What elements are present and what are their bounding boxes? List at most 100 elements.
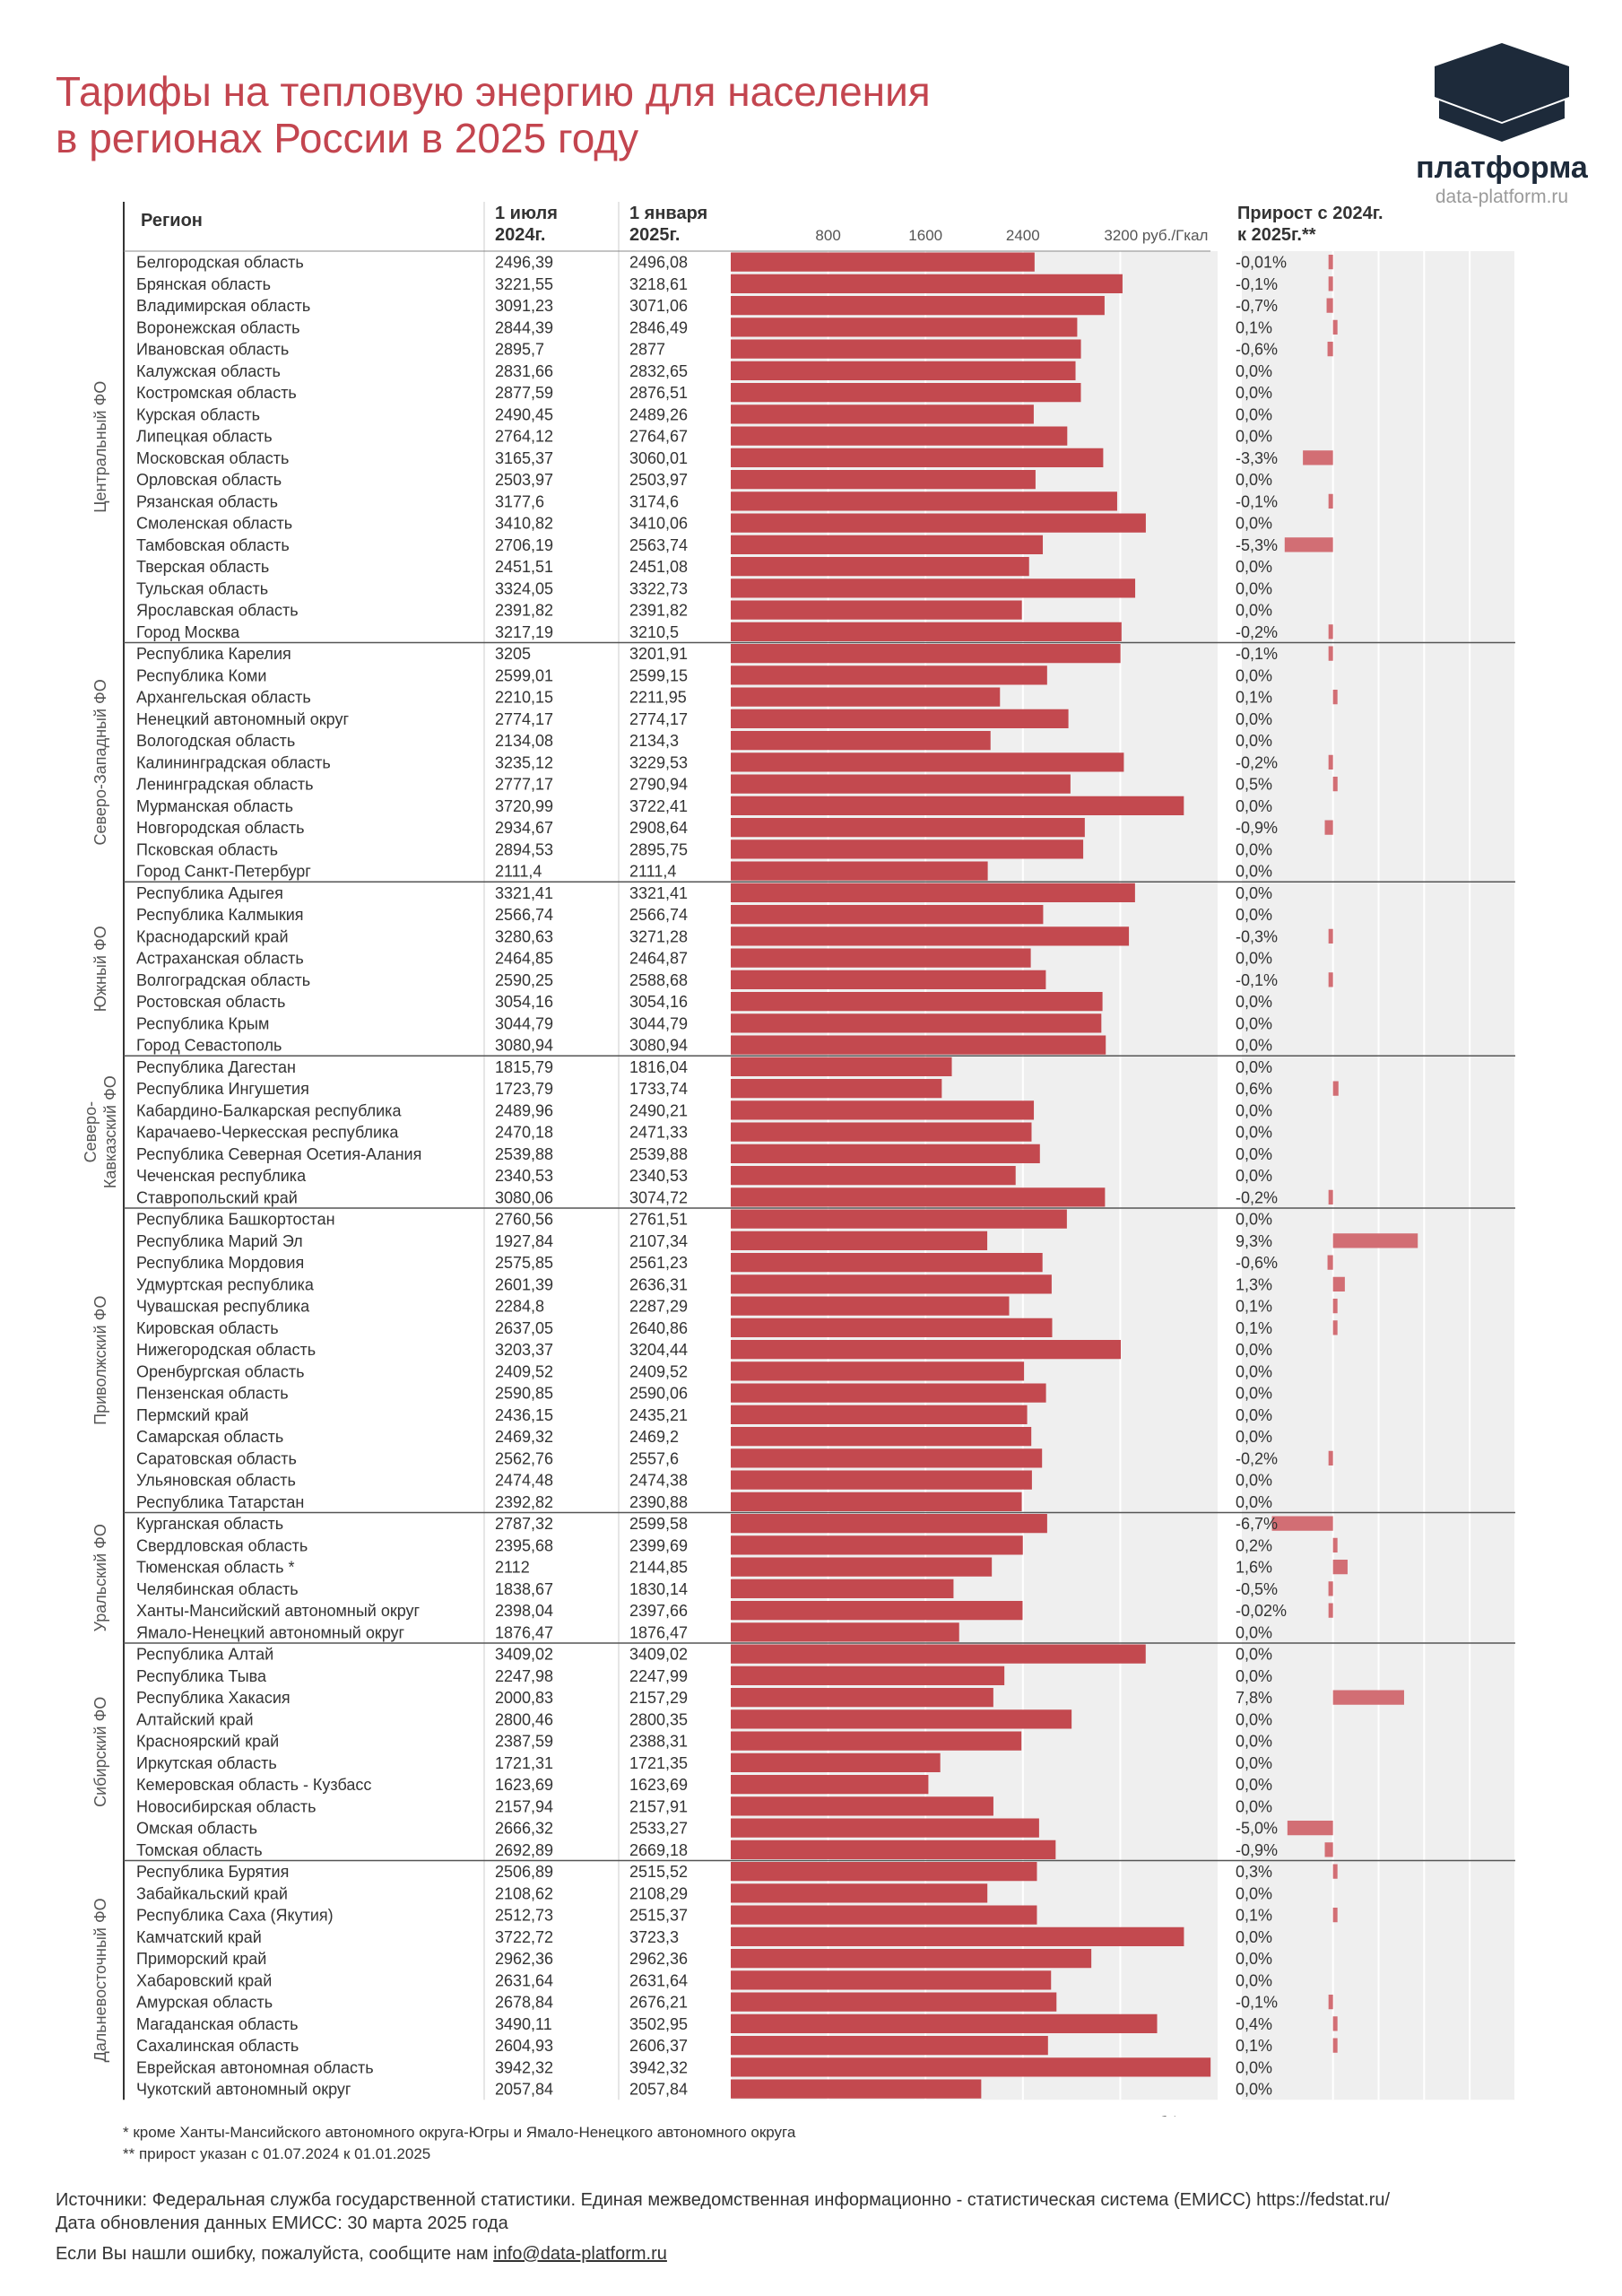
growth-label: 0,0%	[1236, 1362, 1272, 1380]
value-jul-2024: 2895,7	[495, 341, 544, 359]
bottom-axis-tick-label: 800	[815, 2113, 840, 2117]
growth-label: 0,0%	[1236, 1884, 1272, 1902]
region-label: Карачаево-Черкесская республика	[136, 1124, 399, 1142]
value-jan-2025: 1721,35	[629, 1754, 688, 1772]
tariff-bar	[731, 361, 1076, 380]
region-label: Пермский край	[136, 1406, 248, 1424]
value-jul-2024: 2934,67	[495, 819, 553, 837]
growth-label: -3,3%	[1236, 449, 1278, 467]
value-jul-2024: 2057,84	[495, 2081, 553, 2099]
tariff-bar	[731, 665, 1047, 685]
growth-label: -0,2%	[1236, 623, 1278, 641]
tariff-bar	[731, 926, 1130, 946]
growth-axis-tick-label: 15%	[1454, 2113, 1485, 2117]
region-label: Республика Дагестан	[136, 1058, 296, 1076]
growth-label: -0,1%	[1236, 275, 1278, 293]
group-label: Уральский ФО	[91, 1524, 109, 1631]
value-jul-2024: 2844,39	[495, 318, 553, 336]
tariff-bar	[731, 513, 1146, 533]
growth-label: 0,0%	[1236, 1145, 1272, 1163]
region-label: Чеченская республика	[136, 1167, 307, 1185]
value-jul-2024: 2777,17	[495, 776, 553, 794]
value-jan-2025: 2908,64	[629, 819, 688, 837]
growth-label: 0,3%	[1236, 1863, 1272, 1881]
tariff-bar	[731, 839, 1084, 859]
region-label: Тульская область	[136, 579, 268, 597]
tariff-bar	[731, 883, 1135, 902]
value-jan-2025: 2144,85	[629, 1559, 688, 1577]
growth-label: 0,0%	[1236, 558, 1272, 576]
email-link[interactable]: info@data-platform.ru	[493, 2244, 667, 2264]
growth-label: -6,7%	[1236, 1515, 1278, 1533]
region-label: Республика Алтай	[136, 1646, 273, 1664]
growth-label: 0,0%	[1236, 384, 1272, 402]
value-jan-2025: 2409,52	[629, 1362, 688, 1380]
value-jul-2024: 2398,04	[495, 1602, 553, 1620]
region-label: Республика Ингушетия	[136, 1080, 309, 1098]
value-jul-2024: 2787,32	[495, 1515, 553, 1533]
growth-bar	[1271, 1516, 1333, 1531]
value-jan-2025: 2832,65	[629, 362, 688, 380]
tariff-bar	[731, 1992, 1057, 2012]
value-jan-2025: 2606,37	[629, 2037, 688, 2055]
value-jan-2025: 2895,75	[629, 840, 688, 858]
growth-label: 0,0%	[1236, 1167, 1272, 1185]
value-jan-2025: 3201,91	[629, 645, 688, 663]
region-label: Тюменская область *	[136, 1559, 295, 1577]
value-jan-2025: 2157,91	[629, 1797, 688, 1815]
group-label: Сибирский ФО	[91, 1697, 109, 1807]
region-label: Самарская область	[136, 1428, 283, 1446]
tariff-bar	[731, 339, 1081, 359]
growth-label: 0,1%	[1236, 689, 1272, 707]
growth-label: 0,5%	[1236, 776, 1272, 794]
value-jul-2024: 2210,15	[495, 689, 553, 707]
brand-name: платформа	[1416, 151, 1588, 185]
region-label: Ставропольский край	[136, 1188, 298, 1206]
value-jan-2025: 2764,67	[629, 428, 688, 446]
value-jul-2024: 3205	[495, 645, 531, 663]
tariff-bar	[731, 296, 1105, 316]
value-jan-2025: 3409,02	[629, 1646, 688, 1664]
growth-label: -0,3%	[1236, 927, 1278, 945]
header-january-line-2: 2025г.	[629, 225, 680, 245]
tariff-bar	[731, 905, 1044, 925]
growth-bar	[1328, 1603, 1333, 1618]
growth-label: 0,6%	[1236, 1080, 1272, 1098]
value-jan-2025: 2640,86	[629, 1319, 688, 1337]
value-jan-2025: 3210,5	[629, 623, 679, 641]
value-jul-2024: 2112	[495, 1559, 530, 1577]
region-label: Удмуртская республика	[136, 1275, 315, 1293]
growth-label: -5,3%	[1236, 536, 1278, 554]
region-label: Костромская область	[136, 384, 297, 402]
value-jan-2025: 2490,21	[629, 1101, 688, 1119]
growth-bar	[1332, 2038, 1338, 2053]
brand-site-link[interactable]: data-platform.ru	[1435, 187, 1569, 207]
tariff-bar	[731, 1405, 1028, 1424]
region-label: Кировская область	[136, 1319, 279, 1337]
value-jan-2025: 2111,4	[629, 863, 676, 881]
tariff-bar	[731, 404, 1034, 424]
platforma-logo-icon	[1435, 43, 1569, 142]
value-jul-2024: 2387,59	[495, 1733, 553, 1751]
growth-bar	[1332, 2016, 1338, 2031]
growth-bar	[1328, 754, 1333, 770]
value-jul-2024: 2489,96	[495, 1101, 553, 1119]
tariff-bar	[731, 1166, 1016, 1186]
region-label: Смоленская область	[136, 515, 292, 533]
value-jan-2025: 2599,58	[629, 1515, 688, 1533]
value-jul-2024: 3722,72	[495, 1928, 553, 1946]
group-label: Южный ФО	[91, 926, 109, 1012]
value-jul-2024: 3490,11	[495, 2015, 552, 2033]
value-jul-2024: 2760,56	[495, 1211, 553, 1229]
value-jan-2025: 2636,31	[629, 1275, 688, 1293]
bottom-axis-tick-label: 3200 руб./Гкал	[1104, 2113, 1208, 2117]
tariff-chart: Регион 1 июля 2024г. 1 января 2025г. Прирост …	[82, 202, 1531, 2117]
value-jan-2025: 2471,33	[629, 1124, 688, 1142]
value-jul-2024: 2774,17	[495, 710, 553, 728]
tariff-bar	[731, 600, 1022, 620]
value-jan-2025: 2390,88	[629, 1493, 688, 1511]
tariff-bar	[731, 796, 1184, 815]
growth-bar	[1332, 1864, 1338, 1879]
growth-bar	[1332, 1320, 1338, 1335]
value-jan-2025: 2962,36	[629, 1950, 688, 1968]
